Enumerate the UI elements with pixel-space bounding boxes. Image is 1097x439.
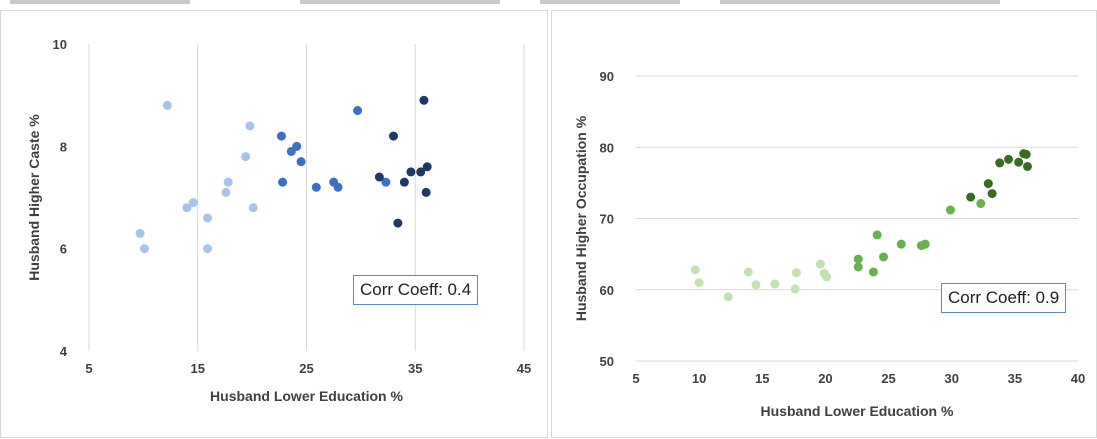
data-point (791, 268, 801, 278)
x-tick-label: 45 (517, 361, 531, 376)
y-tick-label: 60 (600, 283, 614, 298)
y-tick-label: 70 (600, 212, 614, 227)
x-tick-label: 30 (944, 371, 958, 386)
data-point (223, 177, 233, 187)
data-point (822, 272, 832, 282)
x-axis-title: Husband Lower Education % (761, 403, 954, 419)
data-point (872, 230, 882, 240)
left-chart-panel: 5 15 25 35 45 4 6 8 10 Husband Lower Education % H… (0, 10, 548, 438)
correlation-annotation: Corr Coeff: 0.4 (353, 275, 479, 305)
data-point (221, 187, 231, 197)
data-point (770, 279, 780, 289)
x-axis-title: Husband Lower Education % (210, 388, 403, 404)
data-point (983, 179, 993, 189)
x-tick-label: 40 (1071, 371, 1085, 386)
data-point (135, 228, 145, 238)
data-point (311, 182, 321, 192)
correlation-annotation: Corr Coeff: 0.9 (941, 283, 1067, 313)
y-tick-label: 90 (600, 69, 614, 84)
occupation-scatter-chart: 5 10 15 20 25 30 35 40 50 60 70 80 90 Husband Lower E… (573, 69, 1085, 419)
x-tick-label: 35 (408, 361, 422, 376)
y-tick-label: 4 (60, 344, 68, 359)
data-point (393, 218, 403, 228)
data-point (241, 152, 251, 162)
data-point (278, 177, 288, 187)
y-tick-label: 50 (600, 354, 614, 369)
data-point (896, 239, 906, 249)
data-point (690, 265, 700, 275)
data-point (879, 252, 889, 262)
data-point (245, 121, 255, 131)
data-point (976, 199, 986, 209)
right-chart-panel: 5 10 15 20 25 30 35 40 50 60 70 80 90 Husband Lower E… (551, 10, 1097, 438)
data-point (422, 162, 432, 172)
data-point (292, 141, 302, 151)
data-point (296, 157, 306, 167)
data-point (995, 158, 1005, 168)
y-tick-label: 6 (60, 242, 67, 257)
data-point (966, 192, 976, 202)
data-point (399, 177, 409, 187)
y-tick-label: 8 (60, 139, 67, 154)
data-point (421, 187, 431, 197)
data-point (333, 182, 343, 192)
data-point (374, 172, 384, 182)
cropped-caption-strip (0, 0, 1097, 8)
data-point (751, 280, 761, 290)
data-point (139, 244, 149, 254)
x-tick-label: 5 (85, 361, 92, 376)
data-point (419, 95, 429, 105)
data-point (1022, 161, 1032, 171)
data-point (853, 254, 863, 264)
y-tick-label: 80 (600, 140, 614, 155)
data-point (416, 167, 426, 177)
data-point (203, 244, 213, 254)
data-point (381, 177, 391, 187)
x-tick-label: 20 (818, 371, 832, 386)
x-tick-label: 25 (881, 371, 895, 386)
data-point (694, 278, 704, 288)
data-point (853, 262, 863, 272)
data-point (723, 292, 733, 302)
data-point (182, 203, 192, 213)
data-point (987, 189, 997, 199)
data-point (743, 267, 753, 277)
data-point (1021, 149, 1031, 159)
data-point (790, 284, 800, 294)
data-point (203, 213, 213, 223)
data-point (1014, 157, 1024, 167)
x-tick-label: 10 (692, 371, 706, 386)
x-tick-label: 35 (1008, 371, 1022, 386)
data-point (188, 198, 198, 208)
x-tick-label: 5 (632, 371, 639, 386)
x-tick-label: 25 (299, 361, 313, 376)
y-axis-title: Husband Higher Caste % (26, 114, 42, 281)
data-point (162, 100, 172, 110)
data-point (248, 203, 258, 213)
data-point (353, 106, 363, 116)
x-tick-label: 15 (755, 371, 769, 386)
caste-scatter-chart: 5 15 25 35 45 4 6 8 10 Husband Lower Education % H… (26, 37, 531, 404)
data-point (815, 259, 825, 269)
y-axis-title: Husband Higher Occupation % (573, 115, 589, 321)
data-point (945, 205, 955, 215)
data-point (920, 239, 930, 249)
data-point (868, 267, 878, 277)
data-point (406, 167, 416, 177)
data-point (1004, 154, 1014, 164)
y-tick-label: 10 (53, 37, 67, 52)
x-tick-label: 15 (191, 361, 205, 376)
data-point (276, 131, 286, 141)
data-point (389, 131, 398, 141)
